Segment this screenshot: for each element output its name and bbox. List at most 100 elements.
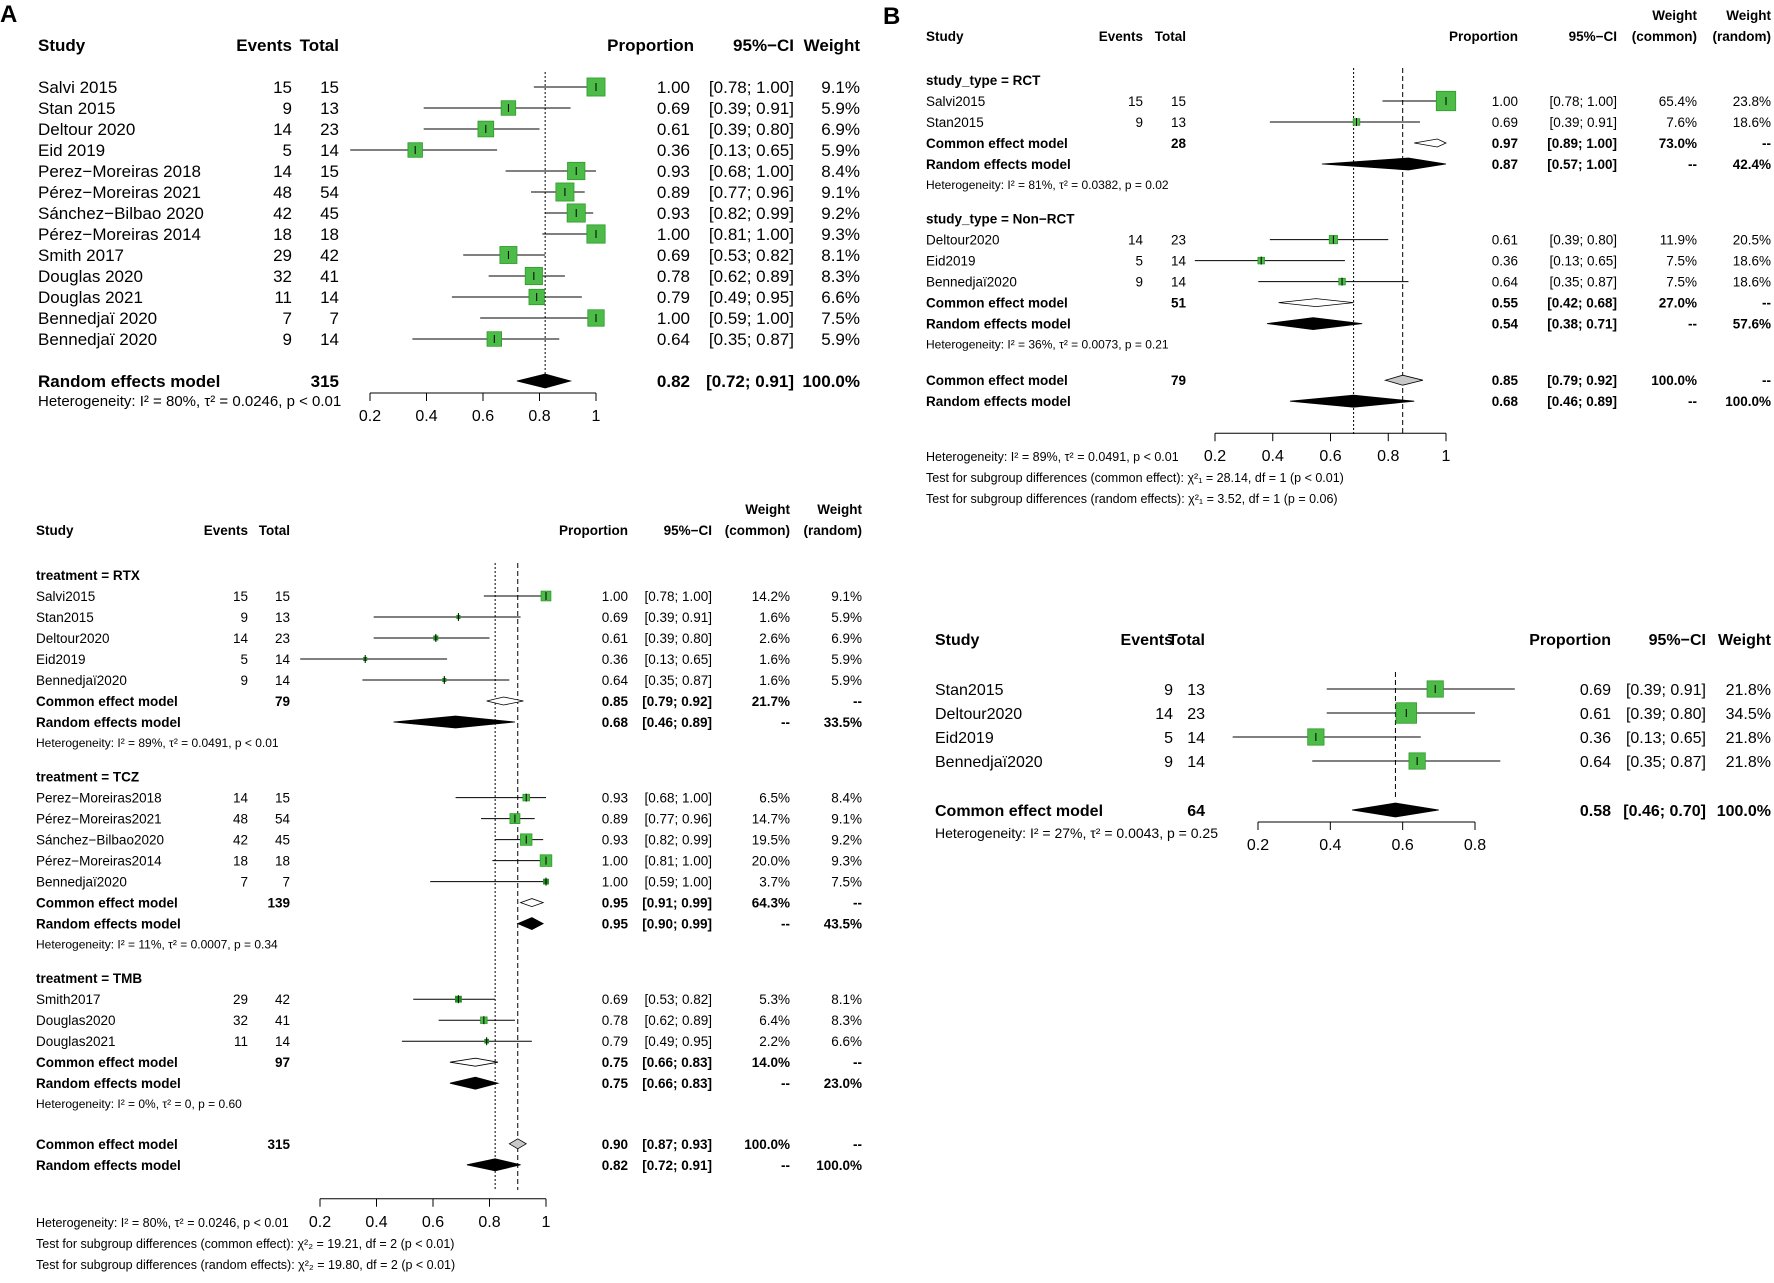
subgroup-test-text: Test for subgroup differences (common ef… — [36, 1237, 454, 1251]
study-label: Pérez−Moreiras 2021 — [38, 183, 201, 202]
study-proportion: 0.69 — [602, 992, 628, 1007]
study-weight-random: 18.6% — [1733, 115, 1771, 130]
overall-random-ci: [0.72; 0.91] — [642, 1158, 712, 1173]
study-weight: 9.1% — [821, 183, 860, 202]
sub-common-weight-common: 14.0% — [752, 1055, 790, 1070]
overall-heterogeneity: Heterogeneity: I² = 89%, τ² = 0.0491, p … — [926, 450, 1179, 464]
header-proportion: Proportion — [559, 523, 628, 538]
study-total: 13 — [320, 99, 339, 118]
study-ci: [0.59; 1.00] — [644, 875, 712, 890]
study-total: 15 — [1171, 94, 1186, 109]
study-weight: 5.9% — [821, 141, 860, 160]
sub-common-total: 28 — [1171, 136, 1187, 151]
study-label: Sánchez−Bilbao 2020 — [38, 204, 204, 223]
subgroup-heterogeneity: Heterogeneity: I² = 81%, τ² = 0.0382, p … — [926, 178, 1169, 192]
study-weight-common: 14.7% — [752, 812, 790, 827]
sub-random-label: Random effects model — [926, 157, 1071, 172]
study-ci: [0.53; 0.82] — [709, 246, 794, 265]
study-ci: [0.39; 0.91] — [1549, 115, 1617, 130]
study-label: Bennedjaï 2020 — [38, 309, 157, 328]
study-weight-random: 18.6% — [1733, 254, 1771, 269]
study-ci: [0.35; 0.87] — [1626, 754, 1706, 771]
study-events: 5 — [1164, 730, 1173, 747]
sub-common-total: 51 — [1171, 296, 1187, 311]
study-total: 14 — [1171, 275, 1187, 290]
sub-common-ci: [0.66; 0.83] — [642, 1055, 712, 1070]
study-ci: [0.78; 1.00] — [644, 589, 712, 604]
study-label: Stan 2015 — [38, 99, 116, 118]
study-total: 42 — [275, 992, 290, 1007]
study-total: 14 — [1187, 754, 1205, 771]
sub-random-ci: [0.66; 0.83] — [642, 1076, 712, 1091]
sub-common-label: Common effect model — [926, 296, 1068, 311]
study-label: Bennedjaï2020 — [36, 673, 127, 688]
x-tick-label: 0.6 — [1392, 837, 1414, 854]
study-weight-common: 14.2% — [752, 589, 790, 604]
study-proportion: 0.89 — [602, 812, 628, 827]
overall-common-total: 79 — [1171, 373, 1186, 388]
sub-common-proportion: 0.85 — [602, 694, 629, 709]
study-ci: [0.13; 0.65] — [644, 652, 712, 667]
study-proportion: 0.78 — [602, 1013, 628, 1028]
header-total: Total — [300, 36, 339, 55]
study-weight-common: 7.6% — [1666, 115, 1697, 130]
overall-common-proportion: 0.85 — [1492, 373, 1519, 388]
sub-random-proportion: 0.68 — [602, 715, 629, 730]
study-total: 54 — [275, 812, 291, 827]
study-events: 9 — [1135, 275, 1143, 290]
study-events: 5 — [283, 141, 292, 160]
subgroup-title: study_type = Non−RCT — [926, 212, 1075, 227]
study-proportion: 0.69 — [1580, 682, 1611, 699]
study-weight-common: 19.5% — [752, 833, 790, 848]
x-tick-label: 0.4 — [415, 408, 437, 425]
sub-random-proportion: 0.54 — [1492, 317, 1519, 332]
sub-common-ci: [0.79; 0.92] — [642, 694, 712, 709]
study-ci: [0.78; 1.00] — [1549, 94, 1617, 109]
overall-common-ci: [0.79; 0.92] — [1547, 373, 1617, 388]
x-tick-label: 0.6 — [1319, 448, 1341, 465]
study-weight-common: 6.4% — [759, 1013, 790, 1028]
study-total: 23 — [320, 120, 339, 139]
overall-common-ci: [0.87; 0.93] — [642, 1137, 712, 1152]
study-weight: 9.1% — [821, 78, 860, 97]
study-weight-common: 7.5% — [1666, 275, 1697, 290]
study-weight: 21.8% — [1726, 730, 1771, 747]
study-label: Smith2017 — [36, 992, 101, 1007]
sub-common-weight-random: -- — [1762, 136, 1771, 151]
study-proportion: 0.36 — [602, 652, 628, 667]
study-weight-random: 5.9% — [831, 673, 862, 688]
subgroup-title: treatment = RTX — [36, 568, 140, 583]
study-total: 23 — [1187, 706, 1205, 723]
study-weight: 7.5% — [821, 309, 860, 328]
subgroup-random-diamond — [393, 715, 515, 729]
study-proportion: 1.00 — [602, 589, 628, 604]
header-weight-common-sub: (common) — [725, 523, 790, 538]
x-tick-label: 0.4 — [1319, 837, 1341, 854]
study-label: Bennedjaï2020 — [935, 754, 1043, 771]
study-total: 14 — [275, 673, 291, 688]
study-events: 7 — [283, 309, 292, 328]
study-events: 7 — [240, 875, 248, 890]
overall-random-diamond — [466, 1158, 521, 1172]
study-ci: [0.39; 0.91] — [709, 99, 794, 118]
study-ci: [0.35; 0.87] — [644, 673, 712, 688]
study-events: 15 — [273, 78, 292, 97]
study-label: Pérez−Moreiras2021 — [36, 812, 162, 827]
subgroup-heterogeneity: Heterogeneity: I² = 0%, τ² = 0, p = 0.60 — [36, 1097, 242, 1111]
study-proportion: 0.36 — [1580, 730, 1611, 747]
study-weight: 21.8% — [1726, 754, 1771, 771]
x-tick-label: 0.8 — [1377, 448, 1399, 465]
sub-common-weight-random: -- — [853, 694, 862, 709]
study-ci: [0.77; 0.96] — [644, 812, 712, 827]
header-events: Events — [204, 523, 248, 538]
study-label: Deltour2020 — [935, 706, 1022, 723]
study-ci: [0.39; 0.80] — [1626, 706, 1706, 723]
sub-random-label: Random effects model — [36, 917, 181, 932]
study-total: 14 — [275, 1034, 291, 1049]
header-proportion: Proportion — [607, 36, 694, 55]
study-weight-random: 9.1% — [831, 589, 862, 604]
overall-random-ci: [0.46; 0.89] — [1547, 394, 1617, 409]
study-ci: [0.39; 0.80] — [709, 120, 794, 139]
sub-common-total: 79 — [275, 694, 290, 709]
study-weight-common: 1.6% — [759, 610, 790, 625]
